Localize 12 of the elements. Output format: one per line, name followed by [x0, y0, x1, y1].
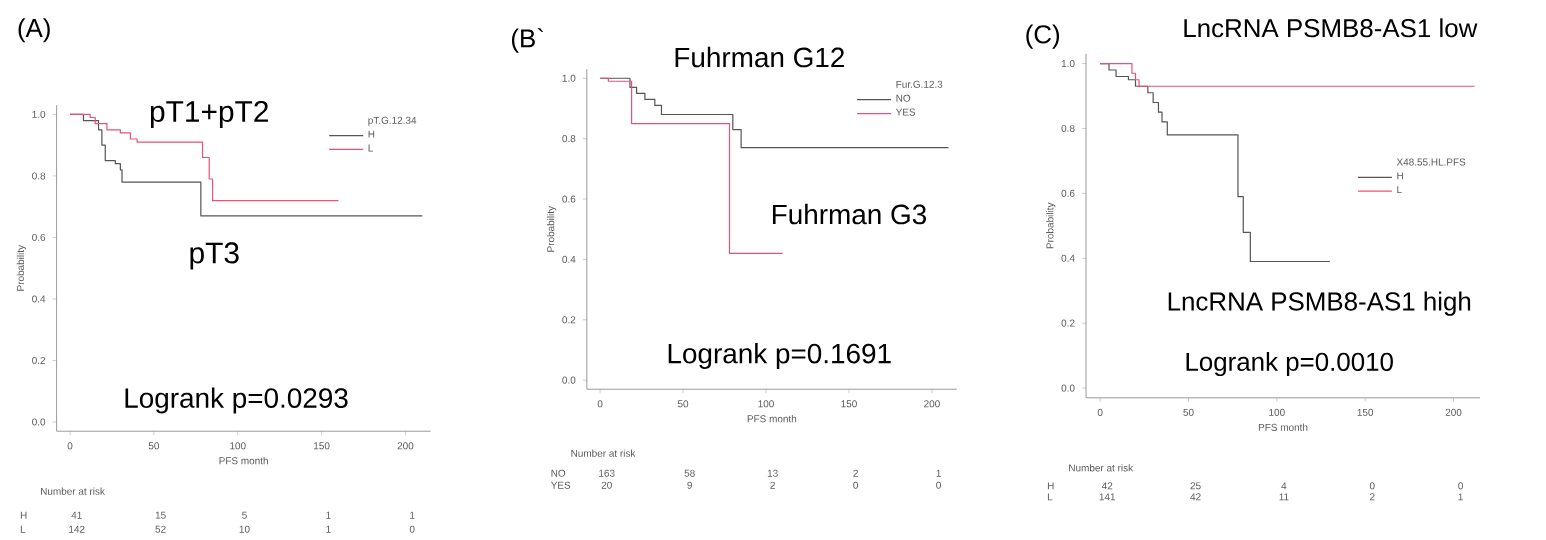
chart-title: (C) — [1026, 24, 1060, 49]
text: LncRNA PSMB8-AS1 low — [1184, 18, 1478, 38]
annotation: pT1+pT2 — [150, 100, 268, 128]
annotation: LncRNA PSMB8-AS1 high — [1168, 291, 1471, 316]
chart-title: (B` — [511, 28, 543, 53]
annotation: Logrank p=0.0293 — [125, 387, 348, 414]
annotation: Fuhrman G3 — [772, 203, 926, 225]
text: Fuhrman G12 — [675, 46, 844, 68]
chart-title: (A) — [18, 18, 50, 43]
annotation: Logrank p=0.1691 — [668, 342, 891, 369]
annotation: pT3 — [190, 242, 239, 270]
annotation: Logrank p=0.0010 — [1186, 351, 1393, 377]
